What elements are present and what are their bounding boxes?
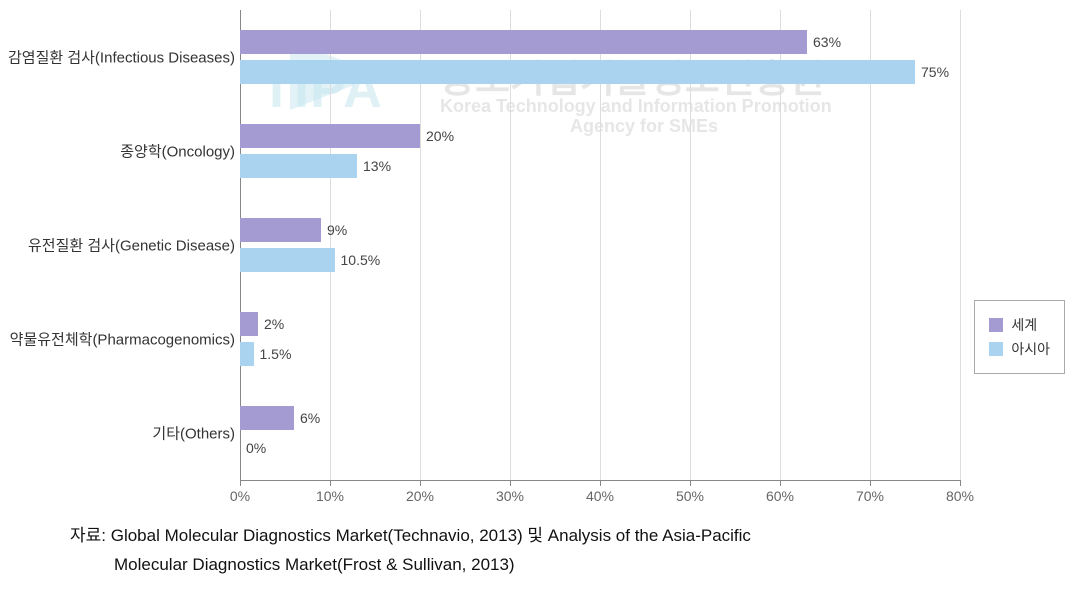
legend-item-world: 세계 <box>989 315 1050 335</box>
bar-value-label: 2% <box>264 316 284 332</box>
category-label: 기타(Others) <box>152 423 235 444</box>
legend-swatch-world <box>989 318 1003 332</box>
x-tick-mark <box>960 480 961 486</box>
x-tick-label: 40% <box>586 488 614 504</box>
bar-value-label: 1.5% <box>260 346 292 362</box>
category-label: 감염질환 검사(Infectious Diseases) <box>8 47 235 68</box>
x-tick-label: 50% <box>676 488 704 504</box>
category-label: 약물유전체학(Pharmacogenomics) <box>10 329 235 350</box>
source-caption: 자료: Global Molecular Diagnostics Market(… <box>70 522 1010 580</box>
bar-asia <box>240 342 254 366</box>
x-tick-mark <box>600 480 601 486</box>
legend-label-asia: 아시아 <box>1011 339 1050 359</box>
x-tick-mark <box>330 480 331 486</box>
x-tick-mark <box>420 480 421 486</box>
plot-area: 0%10%20%30%40%50%60%70%80%63%75%20%13%9%… <box>240 10 960 480</box>
category-label: 종양학(Oncology) <box>120 141 235 162</box>
bar-world <box>240 312 258 336</box>
caption-line1: 자료: Global Molecular Diagnostics Market(… <box>70 526 751 545</box>
x-tick-label: 80% <box>946 488 974 504</box>
x-tick-label: 10% <box>316 488 344 504</box>
bar-asia <box>240 60 915 84</box>
bar-asia <box>240 154 357 178</box>
bar-world <box>240 218 321 242</box>
x-tick-mark <box>780 480 781 486</box>
category-label: 유전질환 검사(Genetic Disease) <box>28 235 235 256</box>
legend: 세계 아시아 <box>974 300 1065 374</box>
x-tick-label: 70% <box>856 488 884 504</box>
bar-value-label: 75% <box>921 64 949 80</box>
x-tick-label: 60% <box>766 488 794 504</box>
bar-world <box>240 124 420 148</box>
bar-value-label: 13% <box>363 158 391 174</box>
x-tick-mark <box>870 480 871 486</box>
x-tick-mark <box>240 480 241 486</box>
x-tick-label: 30% <box>496 488 524 504</box>
bar-value-label: 20% <box>426 128 454 144</box>
legend-swatch-asia <box>989 342 1003 356</box>
bar-world <box>240 30 807 54</box>
bar-value-label: 0% <box>246 440 266 456</box>
bar-value-label: 6% <box>300 410 320 426</box>
legend-label-world: 세계 <box>1011 315 1037 335</box>
x-tick-mark <box>510 480 511 486</box>
bar-world <box>240 406 294 430</box>
bar-value-label: 9% <box>327 222 347 238</box>
bar-value-label: 63% <box>813 34 841 50</box>
x-tick-label: 0% <box>230 488 250 504</box>
legend-item-asia: 아시아 <box>989 339 1050 359</box>
gridline <box>960 10 961 480</box>
chart-container: TIPA 중소기업기술정보진흥원 Korea Technology and In… <box>0 0 1077 510</box>
x-tick-label: 20% <box>406 488 434 504</box>
bar-value-label: 10.5% <box>341 252 381 268</box>
bar-asia <box>240 248 335 272</box>
x-tick-mark <box>690 480 691 486</box>
caption-line2: Molecular Diagnostics Market(Frost & Sul… <box>70 551 1010 580</box>
